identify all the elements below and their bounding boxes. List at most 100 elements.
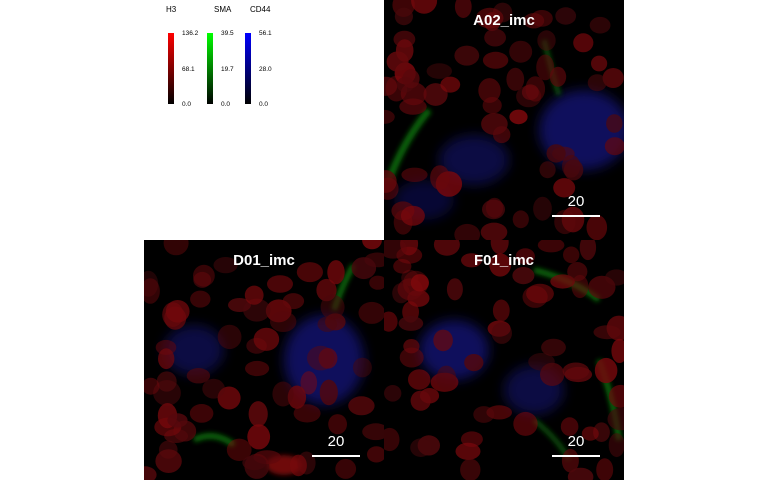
cell-nucleus (555, 7, 577, 25)
cell-nucleus (167, 413, 188, 428)
cell-nucleus (464, 354, 484, 372)
cell-nucleus (491, 322, 512, 344)
cell-nucleus (533, 196, 552, 221)
cell-nucleus (509, 40, 533, 63)
cell-nucleus (384, 311, 398, 332)
cell-nucleus (436, 365, 457, 391)
cell-nucleus (550, 274, 575, 289)
cell-nucleus (591, 55, 608, 72)
cell-nucleus (423, 83, 448, 106)
cell-nucleus (537, 30, 556, 51)
cell-nucleus (384, 109, 395, 124)
cell-nucleus (608, 433, 624, 458)
cell-nucleus (410, 438, 432, 457)
scale-bar (552, 215, 600, 217)
cell-nucleus (567, 467, 594, 480)
cell-nucleus (492, 299, 510, 322)
fluorescence-image (144, 240, 384, 480)
cell-nucleus (513, 411, 538, 436)
cell-nucleus (270, 311, 297, 332)
cell-nucleus (540, 362, 565, 386)
cell-nucleus (525, 76, 546, 102)
cell-nucleus (433, 329, 453, 352)
cell-nucleus (144, 278, 160, 304)
cell-nucleus (296, 262, 323, 283)
cell-nucleus (478, 78, 501, 103)
cell-nucleus (348, 396, 375, 416)
cell-nucleus (307, 345, 335, 371)
cell-nucleus (186, 368, 211, 384)
cell-nucleus (402, 69, 420, 89)
cell-nucleus (242, 455, 267, 471)
cell-nucleus (399, 347, 424, 368)
cell-nucleus (581, 426, 599, 441)
cell-nucleus (362, 240, 382, 250)
legend-mid: 19.7 (221, 66, 234, 73)
cell-nucleus (217, 324, 242, 350)
cell-nucleus (490, 240, 509, 255)
cell-nucleus (384, 240, 407, 259)
cell-nucleus (430, 165, 450, 191)
cell-nucleus (369, 275, 384, 290)
cell-nucleus (384, 170, 397, 193)
legend-sma: SMA 39.5 19.7 0.0 (199, 0, 239, 115)
cell-nucleus (554, 209, 576, 235)
cell-nucleus (606, 114, 623, 133)
cell-nucleus (400, 205, 425, 226)
cell-nucleus (367, 446, 384, 463)
panel-title: D01_imc (233, 252, 295, 269)
cell-nucleus (481, 113, 508, 135)
cell-nucleus (515, 248, 535, 265)
cell-nucleus (563, 246, 580, 264)
scale-bar-label: 20 (327, 433, 345, 450)
cell-nucleus (473, 406, 495, 423)
cell-nucleus (489, 253, 511, 277)
cell-nucleus (393, 259, 412, 274)
legend-cd44: CD44 56.1 28.0 0.0 (237, 0, 277, 115)
cell-nucleus (567, 262, 588, 282)
cell-nucleus (384, 177, 399, 200)
cell-nucleus (362, 423, 384, 441)
cell-nucleus (384, 385, 402, 402)
cell-nucleus (410, 390, 431, 411)
legend-colorbar-blue (245, 33, 251, 104)
cell-nucleus (226, 438, 252, 461)
cell-nucleus (408, 369, 431, 390)
cell-nucleus (454, 45, 480, 66)
cell-nucleus (282, 293, 305, 310)
cell-nucleus (446, 278, 463, 301)
cell-nucleus (144, 466, 157, 480)
cell-nucleus (579, 240, 597, 261)
cell-nucleus (272, 381, 294, 407)
cell-nucleus (253, 327, 280, 351)
cell-nucleus (541, 338, 566, 357)
cell-nucleus (155, 449, 182, 473)
cell-nucleus (384, 427, 400, 452)
cell-nucleus (506, 67, 525, 91)
cell-nucleus (190, 290, 211, 308)
cell-nucleus (156, 371, 177, 392)
legend-colorbar-green (207, 33, 213, 104)
legend-mid: 28.0 (259, 66, 272, 73)
cell-nucleus (602, 68, 624, 88)
cell-nucleus (460, 458, 481, 480)
image-panel-f01: F01_imc 20 (384, 240, 624, 480)
cell-nucleus (335, 458, 357, 479)
cell-nucleus (526, 283, 554, 304)
cell-nucleus (593, 325, 621, 340)
cell-nucleus (153, 380, 181, 406)
cell-nucleus (460, 431, 483, 447)
cell-nucleus (608, 384, 624, 408)
cell-nucleus (562, 154, 581, 178)
cell-nucleus (482, 51, 509, 69)
cell-nucleus (247, 424, 271, 450)
cell-nucleus (561, 206, 585, 233)
cell-nucleus (410, 274, 429, 292)
cell-nucleus (213, 257, 238, 274)
cell-nucleus (536, 54, 555, 81)
cell-nucleus (144, 377, 160, 395)
cell-nucleus (475, 7, 504, 29)
cell-nucleus (289, 454, 307, 477)
legend-min: 0.0 (182, 101, 192, 108)
image-panel-d01: D01_imc 20 (144, 240, 384, 480)
